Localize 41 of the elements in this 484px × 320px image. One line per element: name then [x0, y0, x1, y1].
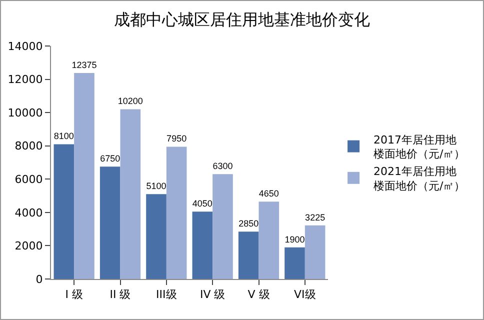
y-tick-label: 2000 — [14, 240, 43, 253]
data-label: 7950 — [166, 134, 187, 144]
chart-title: 成都中心城区居住用地基准地价变化 — [114, 10, 370, 29]
x-tick-label: V 级 — [248, 288, 270, 302]
data-label: 12375 — [72, 60, 97, 70]
data-label: 6300 — [212, 161, 233, 172]
bar — [100, 166, 120, 279]
bar — [146, 194, 166, 279]
data-label: 2850 — [238, 218, 259, 229]
bar — [238, 232, 259, 279]
data-label: 10200 — [118, 96, 143, 106]
x-tick-label: III级 — [156, 288, 177, 302]
data-label: 6750 — [100, 154, 120, 164]
data-label: 3225 — [305, 212, 326, 222]
legend-label: 2017年居住用地楼面地价（元/㎡） — [374, 133, 466, 161]
bar — [74, 73, 94, 279]
bar — [212, 174, 233, 279]
bar — [54, 144, 74, 279]
bar — [284, 247, 305, 279]
x-tick-label: VI级 — [294, 288, 316, 302]
x-tick-label: I 级 — [65, 288, 83, 302]
bar — [166, 146, 187, 279]
y-tick-label: 6000 — [14, 172, 43, 186]
x-tick-label: II 级 — [110, 288, 131, 302]
bar — [120, 109, 141, 279]
bar — [192, 212, 213, 279]
y-tick-label: 12000 — [8, 73, 43, 86]
y-tick-label: 14000 — [8, 40, 43, 53]
y-tick-label: 0 — [36, 272, 43, 286]
data-label: 4050 — [192, 198, 212, 209]
data-label: 5100 — [146, 181, 166, 192]
bar — [258, 202, 280, 279]
x-tick-label: IV 级 — [200, 288, 226, 302]
y-tick-label: 10000 — [8, 106, 43, 120]
y-tick-label: 4000 — [14, 206, 43, 220]
legend-label: 2021年居住用地楼面地价（元/㎡） — [374, 165, 466, 192]
y-tick-label: 8000 — [14, 140, 43, 153]
data-label: 1900 — [284, 234, 305, 244]
data-label: 8100 — [54, 131, 74, 142]
bar — [304, 225, 326, 279]
data-label: 4650 — [258, 188, 279, 199]
